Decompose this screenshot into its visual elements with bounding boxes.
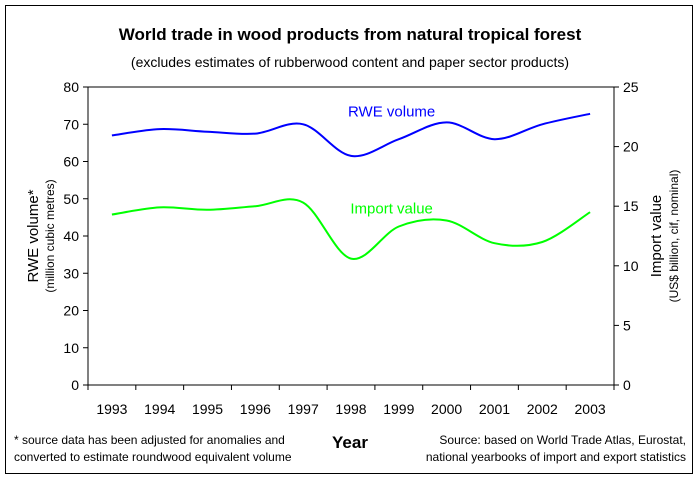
series-label-rwe-volume: RWE volume bbox=[348, 103, 435, 120]
right-axis-sublabel: (US$ billion, cif, nominal) bbox=[667, 170, 681, 303]
x-tick-label: 2003 bbox=[575, 401, 606, 417]
x-tick-label: 1994 bbox=[144, 401, 175, 417]
right-axis-label: Import value bbox=[648, 195, 665, 278]
footnote-left-line-1: * source data has been adjusted for anom… bbox=[14, 433, 285, 447]
left-tick-label: 10 bbox=[63, 340, 79, 356]
x-tick-label: 2000 bbox=[431, 401, 462, 417]
x-tick-label: 1997 bbox=[288, 401, 319, 417]
right-tick-label: 20 bbox=[623, 139, 639, 155]
left-axis-sublabel: (million cubic metres) bbox=[43, 179, 57, 292]
left-tick-label: 0 bbox=[71, 377, 79, 393]
left-axis-label: RWE volume* bbox=[25, 189, 42, 282]
left-tick-label: 40 bbox=[63, 228, 79, 244]
right-tick-label: 10 bbox=[623, 258, 639, 274]
right-tick-label: 5 bbox=[623, 317, 631, 333]
series-lines: RWE volume Import value bbox=[111, 103, 591, 260]
footnote-right-line-2: national yearbooks of import and export … bbox=[426, 450, 686, 464]
x-tick-label: 1999 bbox=[383, 401, 414, 417]
left-tick-label: 80 bbox=[63, 79, 79, 95]
left-tick-label: 30 bbox=[63, 265, 79, 281]
left-tick-label: 20 bbox=[63, 303, 79, 319]
x-tick-label: 1998 bbox=[335, 401, 366, 417]
right-axis: 0 5 10 15 20 25 bbox=[614, 79, 639, 393]
right-tick-label: 25 bbox=[623, 79, 639, 95]
series-label-import-value: Import value bbox=[350, 201, 433, 218]
x-axis-label: Year bbox=[332, 433, 368, 452]
series-line-import-value bbox=[111, 198, 591, 260]
plot-area bbox=[87, 86, 615, 386]
x-axis: 1993 1994 1995 1996 1997 1998 1999 2000 2001 2002… bbox=[87, 385, 615, 417]
series-line-rwe-volume bbox=[111, 112, 591, 158]
x-tick-label: 1993 bbox=[96, 401, 127, 417]
x-tick-label: 2001 bbox=[479, 401, 510, 417]
left-axis: 0 10 20 30 40 50 60 70 80 bbox=[63, 79, 88, 393]
chart-subtitle: (excludes estimates of rubberwood conten… bbox=[131, 54, 569, 70]
left-tick-label: 50 bbox=[63, 191, 79, 207]
chart-frame bbox=[5, 5, 693, 474]
right-tick-label: 0 bbox=[623, 377, 631, 393]
right-tick-label: 15 bbox=[623, 198, 639, 214]
x-tick-label: 1995 bbox=[192, 401, 223, 417]
x-tick-label: 1996 bbox=[240, 401, 271, 417]
left-tick-label: 70 bbox=[63, 116, 79, 132]
left-tick-label: 60 bbox=[63, 154, 79, 170]
footnote-left-line-2: converted to estimate roundwood equivale… bbox=[14, 450, 292, 464]
chart-title: World trade in wood products from natura… bbox=[119, 25, 582, 44]
x-tick-label: 2002 bbox=[527, 401, 558, 417]
footnote-right-line-1: Source: based on World Trade Atlas, Euro… bbox=[439, 433, 686, 447]
